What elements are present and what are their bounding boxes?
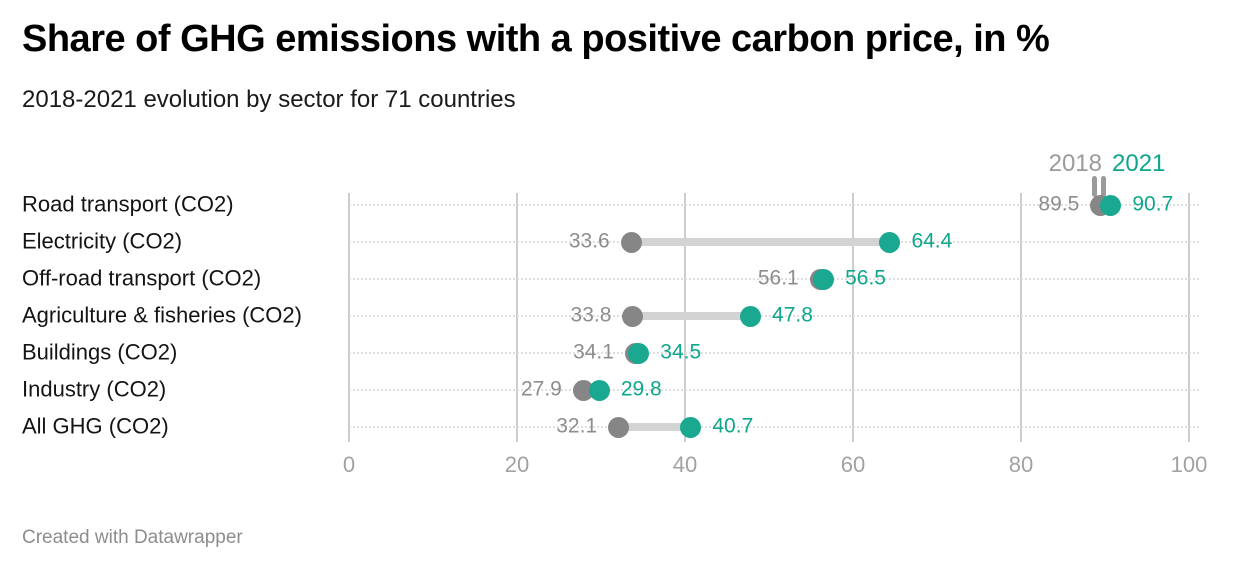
value-label-2021: 64.4 bbox=[911, 229, 953, 253]
category-label: Off-road transport (CO2) bbox=[22, 265, 262, 291]
row-guide-line bbox=[349, 278, 1199, 280]
dumbbell-connector bbox=[632, 312, 751, 320]
dot-2018 bbox=[608, 416, 630, 438]
value-label-2018: 27.9 bbox=[520, 377, 562, 401]
dot-2021 bbox=[813, 268, 835, 290]
x-axis-tick-label: 20 bbox=[504, 452, 530, 477]
x-axis-tick-label: 80 bbox=[1008, 452, 1034, 477]
x-gridline bbox=[516, 193, 518, 442]
value-label-2018: 32.1 bbox=[556, 414, 598, 438]
chart-title: Share of GHG emissions with a positive c… bbox=[22, 18, 1050, 60]
x-axis-tick-label: 100 bbox=[1170, 452, 1208, 477]
dot-2021 bbox=[1100, 194, 1122, 216]
category-label: Electricity (CO2) bbox=[22, 228, 183, 254]
x-axis-tick-label: 0 bbox=[342, 452, 356, 477]
row-guide-line bbox=[349, 315, 1199, 317]
value-label-2018: 56.1 bbox=[757, 266, 799, 290]
chart-subtitle: 2018-2021 evolution by sector for 71 cou… bbox=[22, 86, 516, 113]
row-guide-line bbox=[349, 204, 1199, 206]
dot-2018 bbox=[620, 231, 642, 253]
dot-2018 bbox=[572, 379, 594, 401]
x-gridline bbox=[1020, 193, 1022, 442]
dot-2018 bbox=[622, 305, 644, 327]
row-guide-line bbox=[349, 389, 1199, 391]
dot-2021 bbox=[680, 416, 702, 438]
value-label-2021: 90.7 bbox=[1132, 192, 1174, 216]
category-label: Agriculture & fisheries (CO2) bbox=[22, 302, 302, 328]
dot-2021 bbox=[879, 231, 901, 253]
value-label-2021: 56.5 bbox=[845, 266, 886, 290]
dot-2021 bbox=[628, 342, 650, 364]
category-label: Road transport (CO2) bbox=[22, 191, 234, 217]
legend-leader-tick-2018 bbox=[1092, 176, 1097, 197]
legend-label-2018: 2018 bbox=[1048, 150, 1102, 177]
value-label-2021: 47.8 bbox=[772, 303, 813, 327]
category-label: All GHG (CO2) bbox=[22, 413, 169, 439]
datawrapper-credit: Created with Datawrapper bbox=[22, 527, 243, 548]
value-label-2021: 34.5 bbox=[660, 340, 702, 364]
value-label-2018: 34.1 bbox=[573, 340, 614, 364]
value-label-2018: 33.8 bbox=[570, 303, 612, 327]
legend-label-2021: 2021 bbox=[1112, 150, 1166, 177]
value-label-2018: 33.6 bbox=[568, 229, 610, 253]
row-guide-line bbox=[349, 426, 1199, 428]
dot-2021 bbox=[588, 379, 610, 401]
x-gridline bbox=[1188, 193, 1190, 442]
value-label-2021: 29.8 bbox=[620, 377, 662, 401]
x-gridline bbox=[852, 193, 854, 442]
legend-leader-tick-2021 bbox=[1101, 176, 1106, 197]
x-axis-tick-label: 40 bbox=[672, 452, 698, 477]
value-label-2018: 89.5 bbox=[1038, 192, 1080, 216]
x-gridline bbox=[348, 193, 350, 442]
row-guide-line bbox=[349, 352, 1199, 354]
dumbbell-connector bbox=[631, 238, 890, 246]
dumbbell-connector bbox=[618, 423, 691, 431]
category-label: Buildings (CO2) bbox=[22, 339, 178, 365]
dot-2021 bbox=[740, 305, 762, 327]
category-label: Industry (CO2) bbox=[22, 376, 167, 402]
value-label-2021: 40.7 bbox=[712, 414, 754, 438]
x-axis-tick-label: 60 bbox=[840, 452, 866, 477]
